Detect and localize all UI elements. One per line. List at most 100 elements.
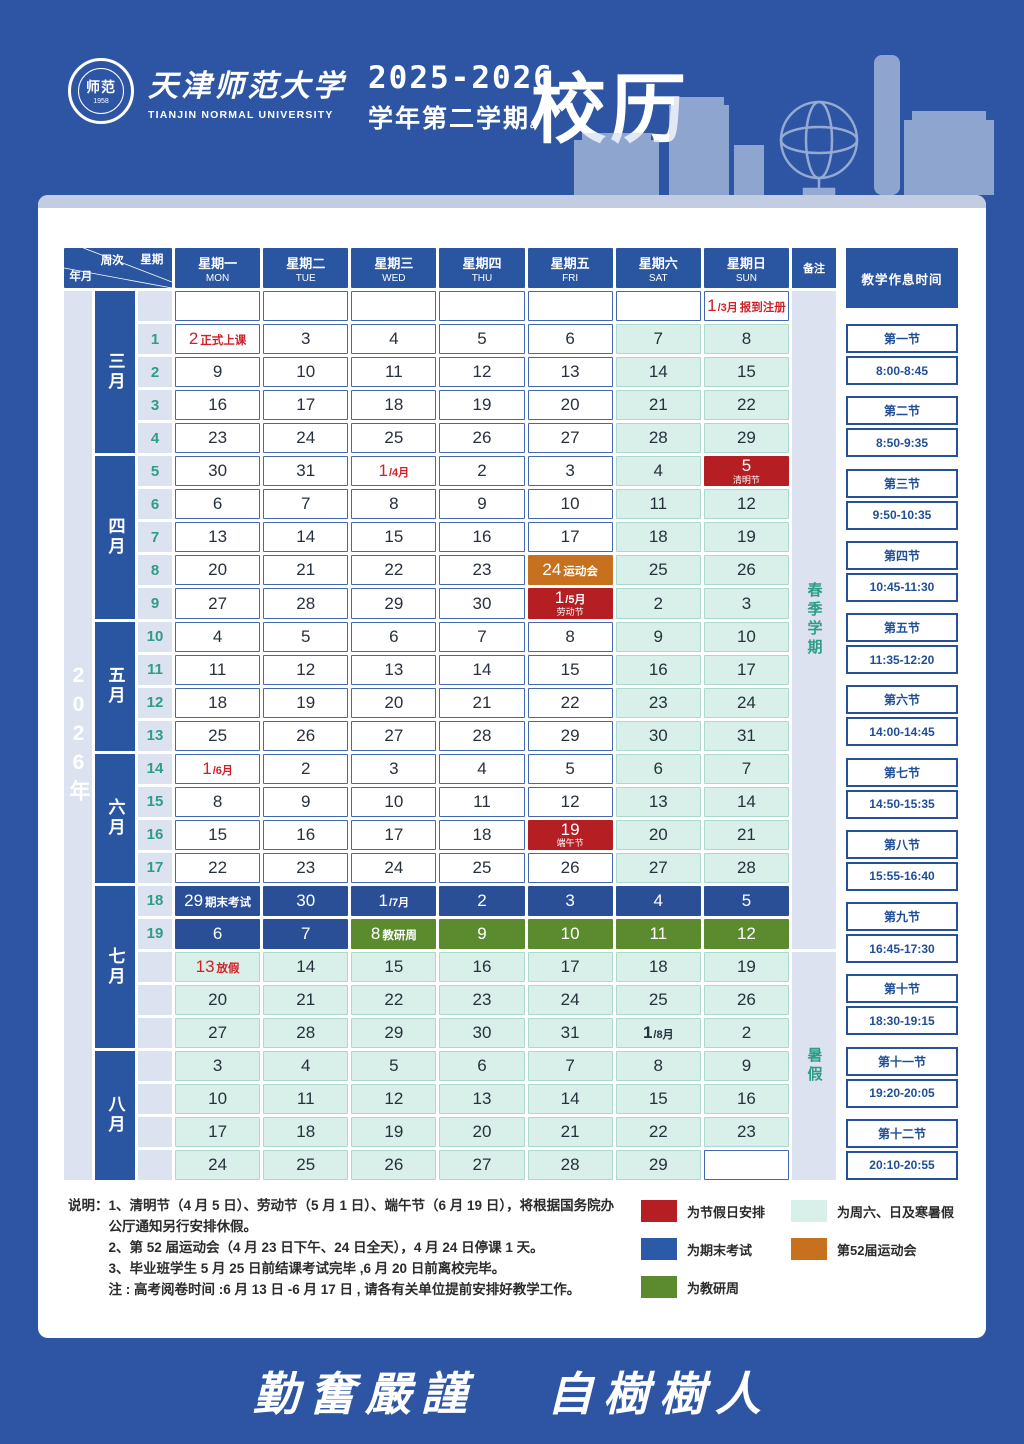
week-number-cell [138,951,172,982]
calendar-day-cell: 6 [527,324,613,354]
campus-buildings-illustration [574,55,994,195]
calendar-day-cell: 17 [527,951,613,982]
calendar-day-cell: 28 [439,720,525,751]
calendar-day-cell: 7 [439,621,525,652]
remark-cell: 春季学期 [792,291,836,949]
calendar-day-cell: 16 [439,522,525,553]
day-header: 星期一 MON [175,248,261,288]
calendar-day-cell: 3 [351,753,437,784]
calendar-day-cell: 25 [615,555,701,586]
month-cell: 四月 [95,456,135,619]
calendar-day-cell: 1/3月 报到注册 [703,291,789,321]
calendar-day-cell: 1/5月 劳动节 [527,588,613,619]
legend-label: 为教研周 [687,1280,740,1296]
schedule-period: 第二节 8:50-9:35 [846,396,958,458]
calendar-day-cell: 31 [263,456,349,487]
week-number-cell: 11 [138,654,172,685]
calendar-day-cell: 12 [263,654,349,685]
week-number-cell: 18 [138,885,172,916]
seal-text: 师范 [86,79,116,95]
calendar-day-cell: 9 [615,621,701,652]
calendar-day-cell: 18 [439,819,525,850]
calendar-day-cell: 14 [439,654,525,685]
calendar-day-cell [439,291,525,321]
legend-swatch [791,1238,828,1260]
calendar-day-cell [263,291,349,321]
calendar-day-cell: 5 [263,621,349,652]
schedule-period: 第六节 14:00-14:45 [846,685,958,747]
calendar-day-cell: 10 [527,918,613,949]
calendar-day-cell: 11 [263,1083,349,1114]
calendar-day-cell: 10 [175,1083,261,1114]
calendar-day-cell: 19 [351,1116,437,1147]
period-time: 11:35-12:20 [846,645,958,675]
university-logo: 师范 1958 天津师范大学 TIANJIN NORMAL UNIVERSITY [68,58,346,124]
calendar-day-cell: 24 [351,852,437,883]
schedule-period: 第四节 10:45-11:30 [846,540,958,602]
calendar-day-cell: 5 [527,753,613,784]
week-number-cell: 4 [138,423,172,454]
calendar-day-cell: 18 [175,687,261,718]
week-number-cell [138,984,172,1015]
week-number-cell: 17 [138,852,172,883]
calendar-day-cell: 7 [527,1050,613,1081]
month-cell: 六月 [95,753,135,883]
calendar-day-cell: 7 [615,324,701,354]
period-name: 第一节 [846,324,958,353]
calendar-day-cell [615,291,701,321]
legend-label: 为节假日安排 [687,1204,766,1220]
note-line: 2、第 52 届运动会（4 月 23 日下午、24 日全天），4 月 24 日停… [108,1239,544,1255]
calendar-day-cell: 24 [527,984,613,1015]
calendar-day-cell: 21 [527,1116,613,1147]
calendar-grid: 周次 星期 年月 星期一 MON 星期二 TUE 星期三 WED 星期四 THU 星期五 FRI 星… [64,248,836,1180]
calendar-day-cell: 7 [263,489,349,520]
calendar-day-cell: 3 [527,885,613,916]
calendar-day-cell: 4 [351,324,437,354]
calendar-day-cell: 29 期末考试 [175,885,261,916]
class-schedule-panel: 教学作息时间 第一节 8:00-8:45 第二节 8:50-9:35 第三节 9:50-1… [846,248,958,1180]
calendar-day-cell: 18 [351,390,437,421]
calendar-day-cell: 2 正式上课 [175,324,261,354]
schedule-period: 第三节 9:50-10:35 [846,468,958,530]
period-time: 19:20-20:05 [846,1078,958,1108]
day-header: 星期日 SUN [703,248,789,288]
calendar-day-cell: 4 [263,1050,349,1081]
calendar-day-cell: 17 [175,1116,261,1147]
week-number-cell [138,291,172,321]
calendar-day-cell: 4 [615,885,701,916]
calendar-day-cell: 6 [175,489,261,520]
calendar-day-cell: 28 [615,423,701,454]
calendar-day-cell: 15 [527,654,613,685]
calendar-panel: 周次 星期 年月 星期一 MON 星期二 TUE 星期三 WED 星期四 THU 星期五 FRI 星… [38,195,986,1338]
week-number-cell: 14 [138,753,172,784]
calendar-day-cell: 7 [263,918,349,949]
calendar-day-cell: 15 [615,1083,701,1114]
calendar-day-cell: 14 [527,1083,613,1114]
month-cell: 五月 [95,621,135,751]
calendar-day-cell: 22 [527,687,613,718]
calendar-day-cell: 4 [439,753,525,784]
calendar-day-cell: 18 [263,1116,349,1147]
schedule-period: 第七节 14:50-15:35 [846,757,958,819]
calendar-day-cell: 11 [615,918,701,949]
calendar-day-cell: 30 [263,885,349,916]
calendar-day-cell: 1/4月 [351,456,437,487]
period-time: 8:00-8:45 [846,356,958,385]
calendar-day-cell: 23 [703,1116,789,1147]
calendar-day-cell: 12 [527,786,613,817]
calendar-day-cell: 23 [175,423,261,454]
remark-header: 备注 [792,248,836,288]
legend-label: 第52届运动会 [837,1242,917,1258]
week-number-cell: 13 [138,720,172,751]
calendar-day-cell: 3 [527,456,613,487]
calendar-day-cell: 23 [439,555,525,586]
week-number-cell [138,1149,172,1180]
legend-label: 为周六、日及寒暑假 [837,1204,955,1220]
calendar-day-cell: 8 [527,621,613,652]
calendar-day-cell: 27 [615,852,701,883]
legend-item: 第52届运动会 [791,1238,954,1260]
schedule-title: 教学作息时间 [846,248,958,308]
calendar-day-cell: 5 清明节 [703,456,789,487]
calendar-day-cell: 12 [439,357,525,388]
legend-item: 为教研周 [641,1276,765,1298]
